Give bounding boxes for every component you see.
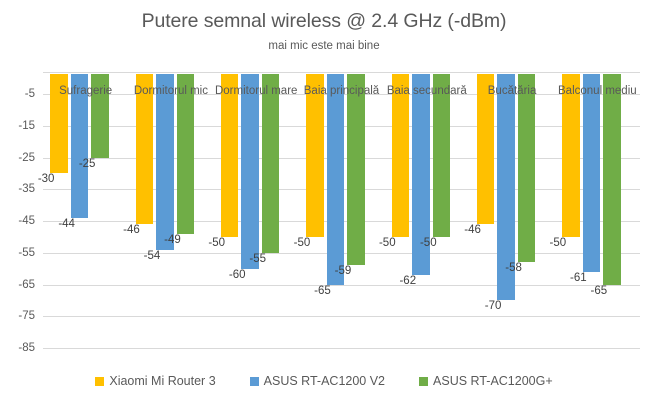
bar-data-label: -60 [228,268,246,281]
bar[interactable] [476,74,495,225]
y-axis-tick-label: -35 [18,183,35,196]
bar-group: -46 -70 -58 Bucătăria [464,72,554,348]
bar-data-label: -65 [590,284,608,297]
bar[interactable] [432,74,451,237]
chart-subtitle: mai mic este mai bine [268,40,380,52]
bar-data-label: -49 [164,233,181,246]
chart-legend: Xiaomi Mi Router 3 ASUS RT-AC1200 V2 ASUS … [0,374,648,388]
bar-group: -50 -60 -55 Dormitorul mare [208,72,299,348]
bar[interactable] [412,74,430,275]
bar-group: -50 -65 -59 Baia principală [294,72,384,348]
bar-data-label: -50 [419,236,437,249]
bar-data-label: -50 [378,236,396,249]
legend-swatch-icon [95,376,105,386]
y-axis-tick-label: -25 [18,151,35,164]
bar[interactable] [391,74,410,237]
bar-data-label: -30 [37,173,55,186]
bar-data-label: -46 [123,224,140,237]
y-axis-tick-label: -75 [18,310,35,323]
bar[interactable] [261,74,280,253]
bar-data-label: -54 [143,249,161,262]
y-axis-tick-labels: -5 -15 -25 -35 -45 -55 -65 -75 -85 [0,72,43,354]
gridline [43,284,640,286]
bar-groups: -30 -44 -25 Sufragerie -46 -54 -49 Dormitorul m… [38,72,640,348]
legend-item[interactable]: Xiaomi Mi Router 3 [95,374,216,388]
y-axis-tick-label: -5 [24,88,35,100]
bar-data-label: -55 [249,252,267,265]
bar[interactable] [176,74,195,234]
bar[interactable] [326,74,345,285]
bar-data-label: -65 [314,284,331,297]
bar[interactable] [347,74,365,266]
y-axis-tick-label: -65 [18,278,35,291]
bar[interactable] [562,74,580,237]
y-axis-tick-label: -55 [18,246,35,259]
bar[interactable] [306,74,324,237]
bar[interactable] [70,74,89,218]
bar-data-label: -61 [570,271,587,284]
bar[interactable] [156,74,174,250]
bar[interactable] [517,74,536,263]
bar-data-label: -44 [58,217,75,230]
y-axis-tick-label: -85 [18,342,35,354]
legend-label: ASUS RT-AC1200 V2 [263,374,386,388]
y-axis-tick-label: -45 [18,215,35,227]
bar-group: -50 -61 -65 Balconul mediu [550,72,640,348]
legend-item[interactable]: ASUS RT-AC1200G+ [419,374,553,388]
bar[interactable] [603,74,621,285]
legend-label: Xiaomi Mi Router 3 [109,374,216,388]
y-axis-tick-label: -15 [18,119,35,132]
chart-title: Putere semnal wireless @ 2.4 GHz (-dBm) [141,10,507,32]
bar-data-label: -58 [505,262,522,275]
bar-data-label: -46 [464,224,481,237]
plot-top-border [43,72,640,73]
bar-data-label: -50 [549,236,567,249]
bar-data-label: -62 [399,274,417,287]
gridline [43,316,640,318]
bar-group: -50 -62 -50 Baia secundară [379,72,469,348]
bar-data-label: -50 [208,236,226,249]
bar-group: -46 -54 -49 Dormitorul mic [123,72,213,348]
bar[interactable] [50,74,68,174]
gridline [43,348,640,349]
legend-label: ASUS RT-AC1200G+ [433,374,553,388]
bar[interactable] [135,74,154,225]
bar-data-label: -25 [78,157,96,170]
bar-group: -30 -44 -25 Sufragerie [38,72,128,348]
bar[interactable] [582,74,601,272]
legend-item[interactable]: ASUS RT-AC1200 V2 [249,374,386,388]
bar[interactable] [497,74,515,301]
legend-swatch-icon [249,376,259,386]
bar-data-label: -50 [293,236,311,249]
bar[interactable] [91,74,109,158]
plot-area: -30 -44 -25 Sufragerie -46 -54 -49 Dormitorul m… [38,72,640,349]
bar[interactable] [241,74,259,269]
bar[interactable] [220,74,239,237]
bar-data-label: -70 [484,300,502,313]
bar-data-label: -59 [334,265,352,278]
legend-swatch-icon [419,376,429,386]
